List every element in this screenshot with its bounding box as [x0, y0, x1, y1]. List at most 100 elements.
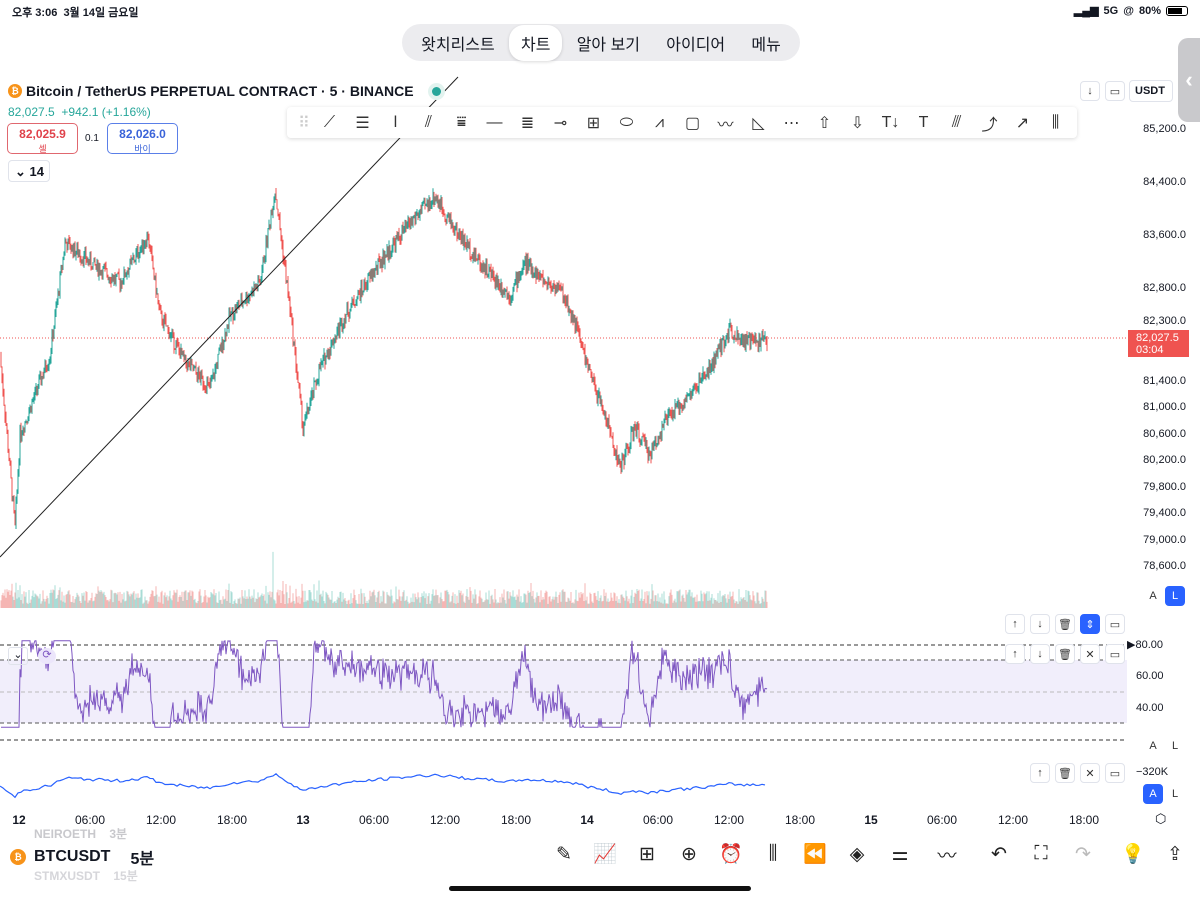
abcd-pattern-tool[interactable]: 〰: [717, 116, 734, 134]
triangle-tool[interactable]: ◺: [752, 114, 765, 132]
add-icon[interactable]: ⊕: [681, 843, 697, 865]
rsi-log-scale-button[interactable]: L: [1165, 736, 1185, 756]
auto-scale-button[interactable]: A: [1143, 586, 1163, 606]
crosshair-box-tool[interactable]: ⊞: [586, 114, 601, 132]
pitchfork-tool[interactable]: ⩸: [456, 113, 467, 131]
share-icon[interactable]: ⇪: [1167, 843, 1183, 865]
third-log-scale-button[interactable]: L: [1165, 784, 1185, 804]
third-auto-scale-button[interactable]: A: [1143, 784, 1163, 804]
price-axis-label: 82,300.0: [1143, 315, 1186, 328]
tab-menu[interactable]: 메뉴: [751, 36, 781, 54]
rsi-collapse-button[interactable]: ⌄: [8, 647, 28, 665]
parallel-channel-tool[interactable]: ⫽: [424, 113, 433, 131]
horizontal-ray-tool[interactable]: ☰: [355, 114, 370, 132]
arrow-tool[interactable]: ↗: [1015, 114, 1030, 132]
arrow-up-icon[interactable]: ↑: [1005, 644, 1025, 664]
symbol-title[interactable]: ₿ Bitcoin / TetherUS PERPETUAL CONTRACT ·…: [8, 83, 441, 99]
trend-line-tool[interactable]: ⟋: [323, 113, 336, 131]
text-note-tool[interactable]: T↓: [881, 113, 900, 131]
rsi-loading-icon[interactable]: ⟳: [38, 648, 56, 664]
time-axis-label: 18:00: [784, 813, 816, 827]
bitcoin-icon: ₿: [10, 849, 26, 865]
maximize-icon[interactable]: ▭: [1105, 614, 1125, 634]
rsi-axis-80: ▶80.00: [1127, 639, 1163, 651]
maximize-icon[interactable]: ▭: [1105, 644, 1125, 664]
trash-icon[interactable]: 🗑: [1055, 644, 1075, 664]
currency-select[interactable]: USDT: [1129, 80, 1173, 102]
status-date: 3월 14일 금요일: [63, 7, 139, 19]
tab-ideas[interactable]: 아이디어: [666, 36, 726, 54]
buy-button[interactable]: 82,026.0 바이: [107, 123, 178, 154]
pencil-icon[interactable]: ✎: [556, 843, 572, 865]
time-axis-label: 18:00: [500, 813, 532, 827]
text-tool[interactable]: T: [918, 113, 929, 131]
chart-canvas[interactable]: [0, 60, 1130, 820]
tab-explore[interactable]: 알아 보기: [576, 36, 641, 54]
ray-tool[interactable]: ⊸: [553, 114, 568, 132]
time-axis-label: 06:00: [926, 813, 958, 827]
tab-chart[interactable]: 차트: [508, 24, 563, 61]
collapse-pane-icon[interactable]: ⇕: [1080, 614, 1100, 634]
prev-symbol[interactable]: NEIROETH 3분: [34, 827, 128, 841]
battery-icon: [1166, 5, 1188, 16]
settings-icon[interactable]: ⬡: [1155, 811, 1167, 826]
current-symbol[interactable]: ₿ BTCUSDT 5분: [10, 845, 154, 869]
ellipse-tool[interactable]: ⬭: [619, 113, 634, 131]
maximize-button[interactable]: ▭: [1105, 81, 1125, 101]
replay-icon[interactable]: ⏪: [803, 844, 827, 865]
collapse-icon[interactable]: ✕: [1080, 644, 1100, 664]
trend-line-drawing: [0, 76, 459, 558]
rectangle-tool[interactable]: ▢: [684, 114, 701, 132]
arrow-down-icon[interactable]: ⇩: [850, 114, 865, 132]
redo-icon[interactable]: ↷: [1075, 843, 1091, 865]
rsi-axis-40: 40.00: [1136, 702, 1164, 714]
log-scale-button[interactable]: L: [1165, 586, 1185, 606]
price-axis-label: 79,000.0: [1143, 533, 1186, 546]
alert-clock-icon[interactable]: ⏰: [719, 844, 743, 865]
arrow-up-icon[interactable]: ⇧: [817, 114, 832, 132]
scroll-down-button[interactable]: ↓: [1080, 81, 1100, 101]
undo-icon[interactable]: ↶: [991, 843, 1007, 865]
trash-icon[interactable]: 🗑: [1055, 763, 1075, 783]
rsi-line: [1, 640, 768, 728]
rsi-auto-scale-button[interactable]: A: [1143, 736, 1163, 756]
third-axis-label: −320K: [1136, 766, 1169, 778]
drag-handle-icon[interactable]: ⠿: [298, 114, 310, 132]
idea-bulb-icon[interactable]: 💡: [1121, 844, 1145, 865]
price-axis-label: 80,200.0: [1143, 454, 1186, 467]
time-axis-label: 12: [12, 813, 26, 827]
symbol-title-text: Bitcoin / TetherUS PERPETUAL CONTRACT · …: [26, 83, 414, 99]
fullscreen-icon[interactable]: ⛶: [1034, 843, 1048, 864]
trash-icon[interactable]: 🗑: [1055, 614, 1075, 634]
side-panel-handle[interactable]: ‹: [1178, 38, 1200, 122]
arrow-down-icon[interactable]: ↓: [1030, 644, 1050, 664]
brush-tool[interactable]: ⫻: [951, 113, 962, 131]
layers-icon[interactable]: ◈: [849, 843, 865, 865]
candles-tool[interactable]: ⫼: [1051, 113, 1060, 131]
indicators-collapse-button[interactable]: ⌄ 14: [8, 160, 50, 182]
arrow-up-icon[interactable]: ↑: [1030, 763, 1050, 783]
maximize-icon[interactable]: ▭: [1105, 763, 1125, 783]
arrow-up-icon[interactable]: ↑: [1005, 614, 1025, 634]
sell-button[interactable]: 82,025.9 셀: [7, 123, 78, 154]
compare-icon[interactable]: 〰: [937, 845, 957, 867]
fib-retracement-tool[interactable]: ≣: [520, 114, 535, 132]
settings-sliders-icon[interactable]: ⚌: [891, 843, 909, 865]
path-tool[interactable]: ⤴: [981, 116, 998, 134]
grid-icon[interactable]: ⊞: [639, 843, 655, 865]
elliott-wave-tool[interactable]: ⩘: [654, 113, 665, 131]
arrow-down-icon[interactable]: ↓: [1030, 614, 1050, 634]
battery-percent: 80%: [1138, 4, 1161, 17]
date-range-tool[interactable]: ⋯: [783, 114, 800, 132]
vertical-line-tool[interactable]: ǀ: [393, 113, 398, 131]
candles-icon[interactable]: ⫼: [768, 843, 778, 864]
main-tabs: 왓치리스트 차트 알아 보기 아이디어 메뉴: [402, 24, 800, 61]
collapse-icon[interactable]: ✕: [1080, 763, 1100, 783]
horizontal-line-tool[interactable]: —: [486, 113, 503, 131]
indicators-icon[interactable]: 📈: [593, 844, 617, 865]
tab-watchlist[interactable]: 왓치리스트: [421, 36, 495, 54]
network: 5G: [1103, 4, 1119, 17]
drawing-toolbar: ⠿ ⟋ ☰ ǀ ⫽ ⩸ — ≣ ⊸ ⊞ ⬭ ⩘ ▢ 〰 ◺ ⋯ ⇧ ⇩ T↓ T…: [287, 107, 1077, 138]
status-time: 오후 3:06 3월 14일 금요일: [12, 7, 139, 19]
next-symbol[interactable]: STMXUSDT 15분: [34, 869, 138, 883]
